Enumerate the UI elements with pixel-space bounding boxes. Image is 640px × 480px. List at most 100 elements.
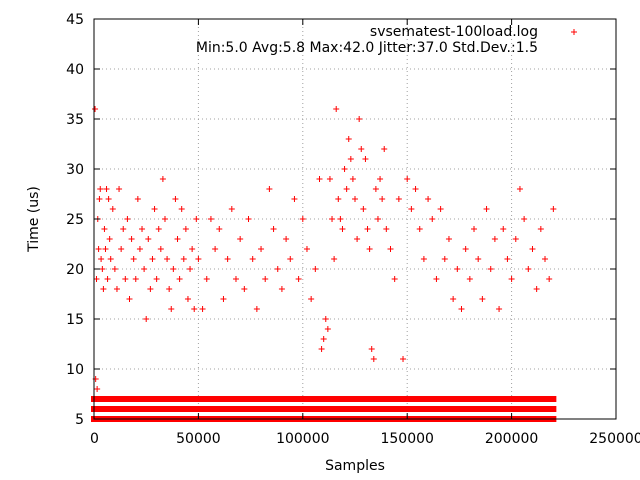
data-point — [379, 196, 386, 202]
data-point — [249, 256, 256, 262]
data-point — [454, 266, 461, 272]
data-point — [516, 186, 523, 192]
data-point — [479, 296, 486, 302]
data-point — [113, 286, 120, 292]
data-point — [387, 246, 394, 252]
data-point — [128, 236, 135, 242]
data-point — [104, 276, 111, 282]
data-point — [512, 236, 519, 242]
data-point — [245, 216, 252, 222]
data-point — [504, 256, 511, 262]
data-point — [316, 176, 323, 182]
data-point — [360, 206, 367, 212]
y-tick-label: 25 — [66, 212, 84, 228]
data-point — [170, 266, 177, 272]
data-point — [97, 186, 104, 192]
data-point — [106, 236, 113, 242]
data-point — [111, 266, 118, 272]
data-point — [220, 296, 227, 302]
data-point — [278, 286, 285, 292]
data-point — [368, 346, 375, 352]
data-point — [475, 256, 482, 262]
data-point — [258, 246, 265, 252]
data-point — [118, 246, 125, 252]
data-point — [168, 306, 175, 312]
data-point — [283, 236, 290, 242]
data-point — [96, 196, 103, 202]
data-point — [101, 226, 108, 232]
data-point — [136, 246, 143, 252]
data-point — [529, 246, 536, 252]
data-point — [466, 276, 473, 282]
dense-bands — [91, 396, 557, 422]
data-point — [147, 286, 154, 292]
data-point — [433, 276, 440, 282]
data-point — [295, 276, 302, 282]
data-point — [370, 356, 377, 362]
x-tick-label: 150000 — [380, 431, 433, 447]
data-point — [161, 216, 168, 222]
x-tick-label: 50000 — [176, 431, 221, 447]
data-point — [102, 246, 109, 252]
data-point — [157, 246, 164, 252]
data-point — [441, 256, 448, 262]
data-point — [228, 206, 235, 212]
data-point — [145, 236, 152, 242]
legend-label: Min:5.0 Avg:5.8 Max:42.0 Jitter:37.0 Std… — [196, 40, 538, 56]
x-tick-label: 100000 — [276, 431, 329, 447]
data-point — [391, 276, 398, 282]
data-point — [400, 356, 407, 362]
data-point — [445, 236, 452, 242]
data-point — [420, 256, 427, 262]
data-point — [374, 216, 381, 222]
data-points — [92, 106, 557, 392]
x-tick-label: 0 — [90, 431, 99, 447]
data-point — [139, 226, 146, 232]
data-point — [303, 246, 310, 252]
data-point — [92, 106, 99, 112]
data-point — [105, 196, 112, 202]
data-point — [189, 246, 196, 252]
data-point — [124, 216, 131, 222]
data-point — [141, 266, 148, 272]
data-point — [377, 176, 384, 182]
data-point — [324, 326, 331, 332]
data-point — [99, 266, 106, 272]
x-axis-title: Samples — [325, 458, 385, 474]
data-point — [521, 216, 528, 222]
data-point — [496, 306, 503, 312]
data-point — [174, 236, 181, 242]
y-tick-label: 45 — [66, 12, 84, 28]
data-point — [122, 276, 129, 282]
legend-marker — [571, 29, 577, 35]
data-point — [326, 176, 333, 182]
data-point — [149, 256, 156, 262]
data-point — [429, 216, 436, 222]
data-point — [537, 226, 544, 232]
data-point — [237, 236, 244, 242]
data-point — [395, 196, 402, 202]
data-point — [546, 276, 553, 282]
data-point — [339, 226, 346, 232]
y-tick-label: 20 — [66, 262, 84, 278]
data-point — [109, 206, 116, 212]
data-point — [253, 306, 260, 312]
data-point — [341, 166, 348, 172]
data-point — [345, 136, 352, 142]
data-point — [329, 216, 336, 222]
data-point — [550, 206, 557, 212]
data-point — [180, 256, 187, 262]
y-tick-label: 30 — [66, 162, 84, 178]
data-point — [199, 306, 206, 312]
data-point — [155, 226, 162, 232]
data-point — [103, 186, 110, 192]
dense-band — [91, 406, 557, 412]
data-point — [126, 296, 133, 302]
data-point — [462, 246, 469, 252]
data-point — [216, 226, 223, 232]
data-point — [533, 286, 540, 292]
data-point — [182, 226, 189, 232]
data-point — [416, 226, 423, 232]
y-tick-label: 35 — [66, 112, 84, 128]
